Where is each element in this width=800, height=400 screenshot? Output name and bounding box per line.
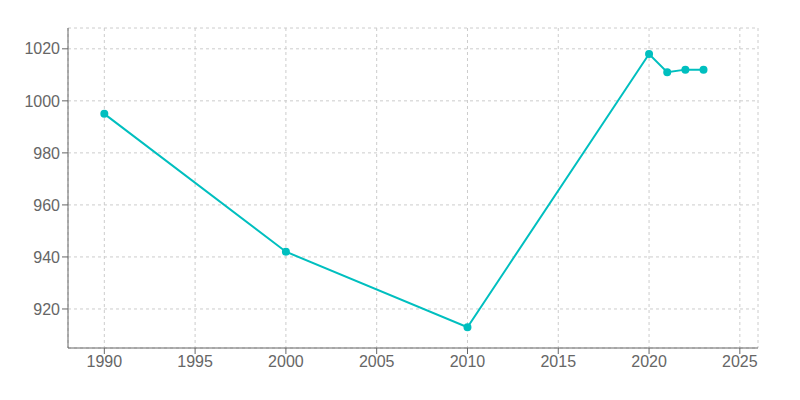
- svg-text:920: 920: [33, 301, 60, 318]
- svg-text:2015: 2015: [540, 353, 576, 370]
- svg-text:1020: 1020: [24, 40, 60, 57]
- svg-text:2025: 2025: [722, 353, 758, 370]
- svg-text:1990: 1990: [87, 353, 123, 370]
- svg-text:2005: 2005: [359, 353, 395, 370]
- svg-text:1000: 1000: [24, 93, 60, 110]
- svg-text:980: 980: [33, 145, 60, 162]
- svg-text:2010: 2010: [450, 353, 486, 370]
- svg-text:2020: 2020: [631, 353, 667, 370]
- svg-text:2000: 2000: [268, 353, 304, 370]
- svg-text:1995: 1995: [177, 353, 213, 370]
- svg-text:940: 940: [33, 249, 60, 266]
- svg-text:960: 960: [33, 197, 60, 214]
